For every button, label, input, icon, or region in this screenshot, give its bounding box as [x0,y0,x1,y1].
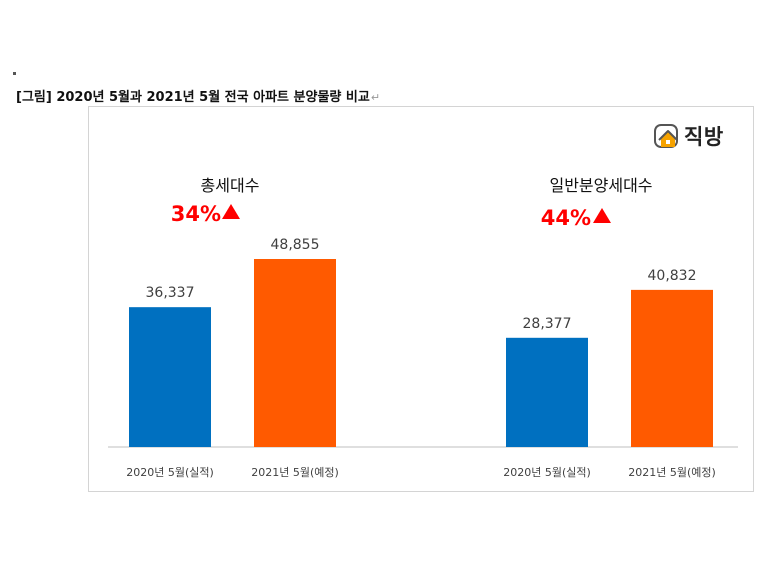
value-label-general-sale-2020: 28,377 [523,316,572,332]
figure-caption: [그림] 2020년 5월과 2021년 5월 전국 아파트 분양물량 비교↵ [16,86,380,105]
figure-caption-text: [그림] 2020년 5월과 2021년 5월 전국 아파트 분양물량 비교 [16,90,370,105]
value-label-general-sale-2021: 40,832 [648,268,697,284]
bar-general-sale-2021 [631,289,713,447]
bars-layer: 36,337 2020년 5월(실적) 48,855 2021년 5월(예정) 28,3… [126,237,716,479]
up-triangle-icon [222,204,240,219]
value-label-total-2021: 48,855 [271,237,320,253]
change-general-sale: 44% [541,206,611,230]
change-value-total: 34% [171,202,221,226]
value-label-total-2020: 36,337 [146,285,195,301]
change-value-general-sale: 44% [541,206,591,230]
change-total: 34% [171,202,240,226]
return-mark: ↵ [370,91,381,104]
caption-bullet-dot [13,72,16,75]
group-title-total: 총세대수 [201,176,260,195]
group-title-general-sale: 일반분양세대수 [549,176,652,195]
logo-text: 직방 [684,125,724,149]
category-label-general-sale-2021: 2021년 5월(예정) [628,466,716,479]
up-triangle-icon [593,208,611,223]
zigbang-house-icon [654,124,678,148]
bar-total-2020 [129,307,211,447]
brand-logo: 직방 [654,120,746,152]
category-label-general-sale-2020: 2020년 5월(실적) [503,466,591,479]
category-label-total-2021: 2021년 5월(예정) [251,466,339,479]
category-label-total-2020: 2020년 5월(실적) [126,466,214,479]
bar-general-sale-2020 [506,337,588,447]
bar-total-2021 [254,259,336,447]
